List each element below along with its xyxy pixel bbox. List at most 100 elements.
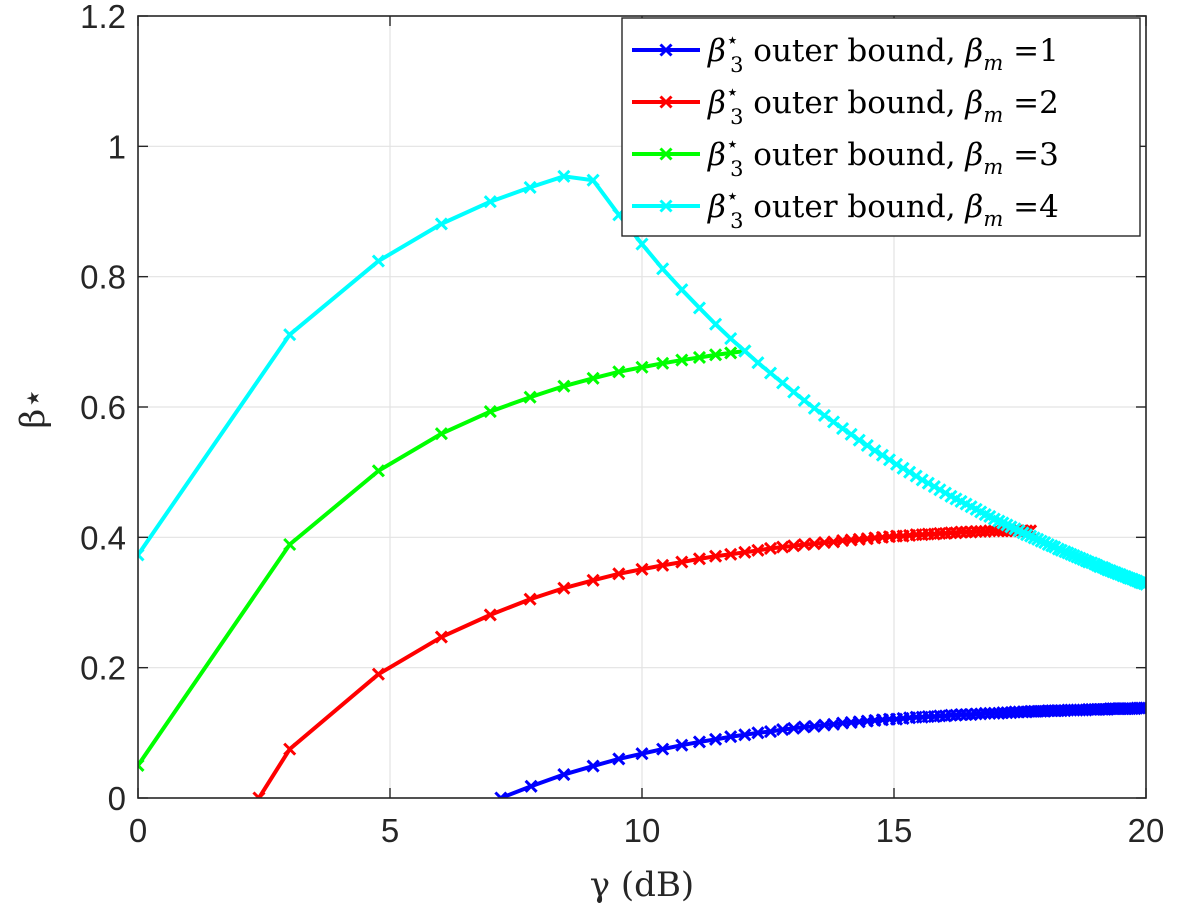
x-tick-label: 10 xyxy=(624,812,661,849)
data-point-marker xyxy=(896,461,910,475)
legend-label-part: m xyxy=(983,207,1003,231)
data-point-marker xyxy=(692,301,707,315)
data-point-marker xyxy=(738,545,752,559)
legend-label-part: ⋆ xyxy=(726,132,739,156)
data-point-marker xyxy=(954,525,968,539)
data-point-marker xyxy=(1034,534,1048,548)
data-point-marker xyxy=(371,464,385,478)
data-point-marker xyxy=(709,549,723,563)
data-point-marker xyxy=(586,371,600,385)
legend-box xyxy=(621,17,1141,237)
y-axis-label: β⋆ xyxy=(13,388,53,429)
y-tick-label: 0.4 xyxy=(80,519,126,556)
data-point-marker xyxy=(692,735,707,749)
data-point-marker xyxy=(586,759,600,773)
legend-label-part: =3 xyxy=(1003,137,1059,173)
data-point-marker xyxy=(763,724,778,739)
legend-label-part: m xyxy=(983,155,1003,179)
legend-label: β⋆ 3 outer bound, βm =2 xyxy=(707,80,1059,129)
data-point-marker xyxy=(434,427,448,441)
legend-entry-4: β⋆ 3 outer bound, βm =4 xyxy=(632,184,1059,233)
data-point-marker xyxy=(523,390,537,404)
data-point-marker xyxy=(954,708,968,722)
data-point-marker xyxy=(494,791,508,798)
data-point-marker xyxy=(738,728,752,742)
data-point-marker xyxy=(787,721,801,735)
legend-label-part: outer bound, xyxy=(743,33,965,69)
legend-label: β⋆ 3 outer bound, βm =4 xyxy=(707,184,1059,233)
data-point-marker xyxy=(557,379,571,393)
data-point-marker xyxy=(776,723,790,737)
x-tick-label: 20 xyxy=(1128,812,1165,849)
data-point-marker xyxy=(283,742,297,756)
data-point-marker xyxy=(635,747,649,761)
data-point-marker xyxy=(826,415,841,429)
legend-label-part: outer bound, xyxy=(743,137,965,173)
legend-label-part: ⋆ xyxy=(726,28,739,52)
data-point-marker xyxy=(635,562,649,576)
data-point-marker xyxy=(776,376,790,390)
data-point-marker xyxy=(675,555,689,569)
data-point-marker xyxy=(1139,577,1146,591)
legend-label-part: β xyxy=(707,137,726,173)
legend-label-part: ⋆ xyxy=(726,80,739,104)
legend-label-part: =2 xyxy=(1003,85,1059,121)
data-point-marker xyxy=(283,537,297,552)
data-point-marker xyxy=(675,738,689,752)
data-point-marker xyxy=(692,552,707,566)
data-point-marker xyxy=(817,408,832,423)
data-point-marker xyxy=(612,365,626,379)
data-point-marker xyxy=(709,732,723,746)
y-tick-label: 0 xyxy=(108,780,126,817)
data-point-marker xyxy=(612,567,626,581)
y-tick-labels: 0 0.2 0.4 0.6 0.8 1 1.2 xyxy=(80,0,126,817)
legend-label-part: outer bound, xyxy=(743,189,965,225)
legend-label: β⋆ 3 outer bound, βm =3 xyxy=(707,132,1059,181)
data-point-marker xyxy=(635,237,649,251)
data-point-marker xyxy=(523,180,537,194)
data-point-marker xyxy=(692,350,707,365)
legend-label-part: β xyxy=(707,189,726,225)
data-point-marker xyxy=(889,457,904,471)
data-point-marker xyxy=(1027,531,1041,545)
data-point-marker xyxy=(371,667,385,681)
data-point-marker xyxy=(763,366,778,380)
data-point-marker xyxy=(724,346,738,360)
series-line xyxy=(500,706,1146,798)
data-point-marker xyxy=(656,262,670,276)
data-point-marker xyxy=(675,353,689,367)
series-line xyxy=(138,348,746,767)
data-point-marker xyxy=(787,539,801,553)
data-point-marker xyxy=(909,469,923,483)
legend-label-part: 3 xyxy=(730,157,743,181)
x-axis-label: γ (dB) xyxy=(590,865,694,905)
x-tick-label: 15 xyxy=(876,812,913,849)
data-point-marker xyxy=(586,173,600,187)
data-point-marker xyxy=(724,547,738,561)
data-point-marker xyxy=(483,608,497,622)
legend-marker xyxy=(659,199,673,213)
data-point-marker xyxy=(656,558,670,572)
plot-series xyxy=(138,169,1146,798)
y-tick-label: 0.2 xyxy=(80,650,126,687)
data-point-marker xyxy=(1139,701,1146,715)
data-point-marker xyxy=(797,393,811,408)
data-point-marker xyxy=(724,332,738,346)
data-point-marker xyxy=(751,356,765,370)
data-point-marker xyxy=(709,317,723,331)
data-point-marker xyxy=(434,630,448,644)
data-point-marker xyxy=(776,540,790,554)
legend-marker xyxy=(659,147,673,161)
data-point-marker xyxy=(656,742,670,756)
data-point-marker xyxy=(724,730,738,744)
legend-entry-2: β⋆ 3 outer bound, βm =2 xyxy=(632,80,1059,129)
data-point-marker xyxy=(844,427,858,441)
legend-entry-1: β⋆ 3 outer bound, βm =1 xyxy=(632,28,1059,77)
data-point-marker xyxy=(557,169,571,183)
data-point-marker xyxy=(557,767,571,782)
data-point-marker xyxy=(751,726,765,740)
legend-label-part: β xyxy=(707,33,726,69)
data-point-marker xyxy=(882,453,897,467)
data-point-marker xyxy=(868,444,882,458)
